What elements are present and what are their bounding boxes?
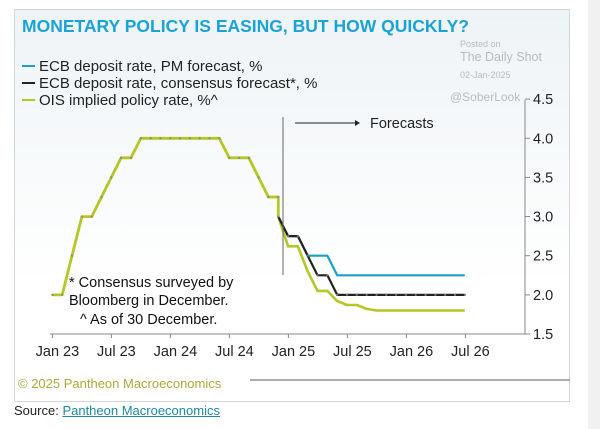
series-line-history-point <box>129 156 133 159</box>
series-line-history <box>52 136 280 297</box>
series-line-consensus-point <box>296 235 299 238</box>
series-line-consensus-point <box>444 293 447 296</box>
series-line-consensus-point <box>336 293 339 296</box>
x-tick-label: Jul 23 <box>97 344 136 360</box>
copyright: © 2025 Pantheon Macroeconomics <box>18 376 222 391</box>
footnote-2: Bloomberg in December. <box>69 293 229 309</box>
series-line-consensus-point <box>463 293 466 296</box>
legend-label-pm: ECB deposit rate, PM forecast, % <box>39 58 262 75</box>
series-line-consensus-point <box>385 293 388 296</box>
series-line-history-point <box>277 195 280 199</box>
series-line-consensus-point <box>365 293 368 296</box>
series-line-pm-forecast <box>277 216 465 277</box>
forecast-arrow-head <box>355 120 360 126</box>
y-tick-label: 3.0 <box>533 210 553 226</box>
series-line-history-point <box>110 176 113 179</box>
series-line-consensus-point <box>434 293 437 296</box>
series-line-history-point <box>267 195 270 199</box>
y-tick-label: 2.5 <box>533 249 553 265</box>
watermark-handle: @SoberLook <box>450 90 521 104</box>
series-line-history-point <box>120 156 123 159</box>
series-line-consensus-point <box>404 293 408 296</box>
legend-label-consensus: ECB deposit rate, consensus forecast*, % <box>39 75 317 92</box>
legend-label-ois: OIS implied policy rate, %^ <box>39 92 218 109</box>
series-line-consensus-point <box>355 293 358 296</box>
watermark-site: The Daily Shot <box>460 50 543 64</box>
footnote-3: ^ As of 30 December. <box>80 312 217 328</box>
y-tick-label: 4.0 <box>533 131 553 147</box>
series-line-history-point <box>247 156 250 159</box>
source-label: Source: <box>14 403 59 418</box>
forecasts-annotation: Forecasts <box>370 116 434 132</box>
series-line-consensus-point <box>375 293 378 296</box>
series-line-history-point <box>277 215 280 218</box>
x-tick-label: Jan 25 <box>272 344 316 360</box>
x-tick-label: Jul 25 <box>333 344 372 360</box>
series-line-consensus-point <box>345 293 349 296</box>
y-tick-label: 4.5 <box>533 92 553 108</box>
series-line-consensus-point <box>395 293 398 296</box>
watermark-date: 02-Jan-2025 <box>460 70 511 80</box>
chart-panel <box>14 9 570 402</box>
watermark: Posted on The Daily Shot 02-Jan-2025 @So… <box>450 39 543 104</box>
series-line-history-point <box>178 137 182 140</box>
page-scroll-gutter <box>588 0 600 429</box>
series-line-history-point <box>61 293 64 296</box>
series-line-history-point <box>257 176 260 179</box>
series-line-history-point <box>51 293 54 296</box>
series-line-history-point <box>169 137 172 140</box>
y-tick-label: 3.5 <box>533 170 553 186</box>
series-line-consensus <box>277 216 465 296</box>
x-tick-label: Jul 26 <box>451 344 490 360</box>
series-line-history-point <box>149 137 152 140</box>
footnote-1: * Consensus surveyed by <box>69 275 234 291</box>
x-tick-label: Jan 24 <box>154 344 198 360</box>
series-line-consensus-point <box>424 293 427 296</box>
series-line-consensus-point <box>306 254 309 257</box>
source-link[interactable]: Pantheon Macroeconomics <box>62 403 220 418</box>
x-tick-label: Jan 23 <box>36 344 80 360</box>
series-line-consensus-point <box>453 293 457 296</box>
series-line-history-point <box>80 215 83 218</box>
series-line-history-point <box>228 156 231 159</box>
series-line-history-point <box>70 254 74 257</box>
series-line-ois <box>277 216 465 312</box>
series-line-history-point <box>237 156 241 159</box>
series-line-consensus-point <box>286 235 290 238</box>
series-line-history-point <box>198 137 201 140</box>
x-tick-label: Jan 26 <box>390 344 434 360</box>
series-line-history-point <box>159 137 162 140</box>
series-line-consensus-point <box>316 274 319 277</box>
chart-title: MONETARY POLICY IS EASING, BUT HOW QUICK… <box>22 16 469 36</box>
series-line-history-point <box>208 137 211 140</box>
legend: ECB deposit rate, PM forecast, % ECB dep… <box>22 58 317 109</box>
series-line-history-point <box>188 137 191 140</box>
series-line-history-point <box>218 137 221 140</box>
series-line-history-point <box>100 195 103 199</box>
watermark-posted: Posted on <box>460 39 501 49</box>
y-tick-label: 2.0 <box>533 288 553 304</box>
series-line-history-point <box>139 137 142 140</box>
series-line-history-point <box>90 215 93 218</box>
series-line-consensus-point <box>414 293 417 296</box>
y-tick-label: 1.5 <box>533 327 553 343</box>
source-line: Source: Pantheon Macroeconomics <box>14 403 220 418</box>
x-tick-label: Jul 24 <box>215 344 254 360</box>
series-line-consensus-point <box>326 274 329 277</box>
